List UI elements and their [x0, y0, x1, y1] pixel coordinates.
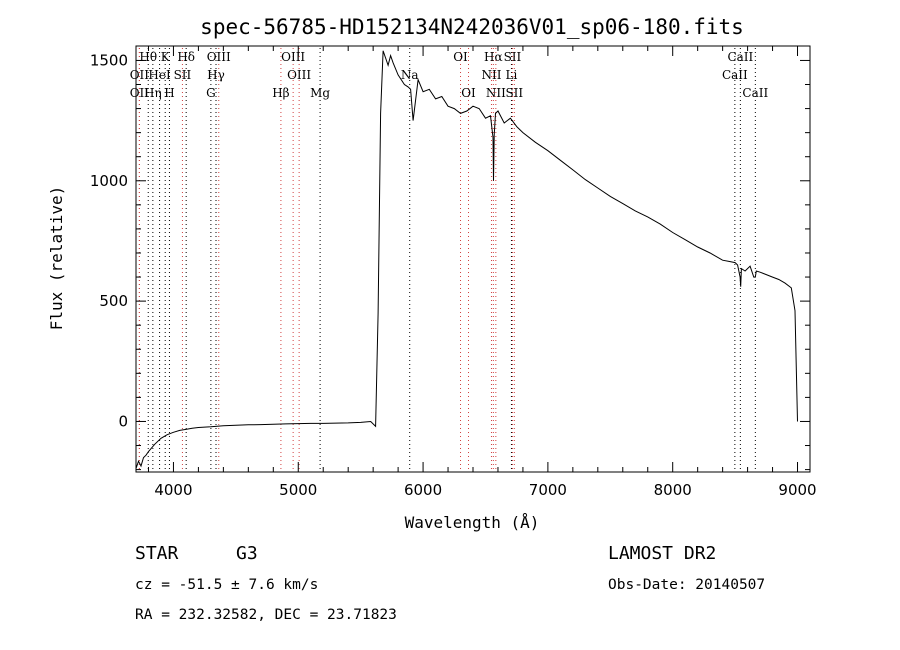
chart-title: spec-56785-HD152134N242036V01_sp06-180.f…	[200, 15, 744, 39]
line-id-label: Hα	[484, 50, 503, 64]
line-id-label: OIII	[207, 50, 231, 64]
x-tick-label: 7000	[529, 481, 567, 499]
line-id-label: Hβ	[272, 86, 289, 100]
line-id-label: NII	[481, 68, 501, 82]
object-class: STAR	[135, 543, 179, 564]
coordinates: RA = 232.32582, DEC = 23.71823	[135, 607, 397, 623]
x-tick-label: 5000	[279, 481, 317, 499]
line-id-label: H	[164, 86, 174, 100]
spectrum-line	[135, 50, 798, 469]
y-tick-label: 1000	[90, 172, 128, 190]
line-id-label: OI	[453, 50, 468, 64]
line-id-label: HeI	[148, 68, 171, 82]
line-id-label: CaII	[722, 68, 748, 82]
redshift-velocity: cz = -51.5 ± 7.6 km/s	[135, 577, 318, 593]
y-axis-label: Flux (relative)	[47, 186, 66, 331]
line-id-label: CaII	[742, 86, 768, 100]
line-id-label: Hγ	[207, 68, 225, 82]
observation-date: Obs-Date: 20140507	[608, 577, 765, 593]
line-id-label: OII	[130, 86, 150, 100]
x-tick-label: 9000	[778, 481, 816, 499]
line-id-label: NII	[486, 86, 506, 100]
line-id-label: CaII	[727, 50, 753, 64]
line-id-label: SII	[504, 50, 522, 64]
y-tick-label: 1500	[90, 51, 128, 69]
line-id-label: Hδ	[177, 50, 195, 64]
line-id-label: G	[206, 86, 216, 100]
line-id-label: OIII	[281, 50, 305, 64]
line-id-label: OIII	[287, 68, 311, 82]
x-tick-label: 4000	[154, 481, 192, 499]
line-id-label: Na	[401, 68, 419, 82]
x-axis-label: Wavelength (Å)	[405, 513, 540, 532]
line-id-label: Hθ	[139, 50, 157, 64]
y-tick-label: 500	[99, 292, 128, 310]
line-id-label: Li	[506, 68, 518, 82]
line-id-label: OII	[130, 68, 150, 82]
axis-ticks: 4000 5000 6000 7000 8000 9000 0 500 1000 1500	[90, 46, 817, 499]
x-tick-label: 6000	[404, 481, 442, 499]
x-tick-label: 8000	[654, 481, 692, 499]
line-id-label: SII	[505, 86, 523, 100]
y-tick-label: 0	[118, 412, 128, 430]
survey-name: LAMOST DR2	[608, 543, 716, 564]
line-id-label: SII	[174, 68, 192, 82]
line-id-label: Mg	[310, 86, 330, 100]
line-id-label: Hη	[144, 86, 162, 100]
line-id-markers	[138, 48, 756, 472]
line-id-label: K	[161, 50, 171, 64]
plot-frame	[135, 45, 811, 473]
line-id-label: OI	[461, 86, 476, 100]
object-subclass: G3	[236, 543, 258, 564]
